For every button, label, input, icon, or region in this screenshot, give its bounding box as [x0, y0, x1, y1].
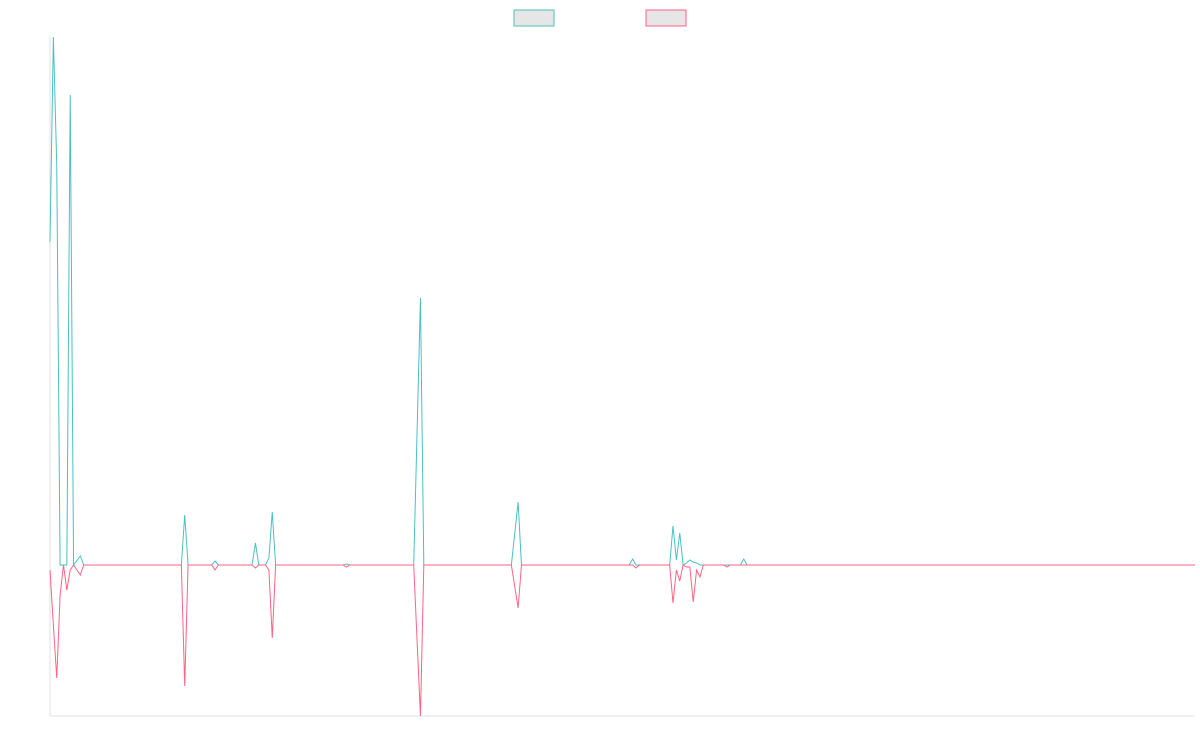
- series-line: [49, 564, 1195, 717]
- legend-swatch[interactable]: [513, 9, 555, 27]
- series-line: [49, 36, 1195, 567]
- legend-swatch[interactable]: [645, 9, 687, 27]
